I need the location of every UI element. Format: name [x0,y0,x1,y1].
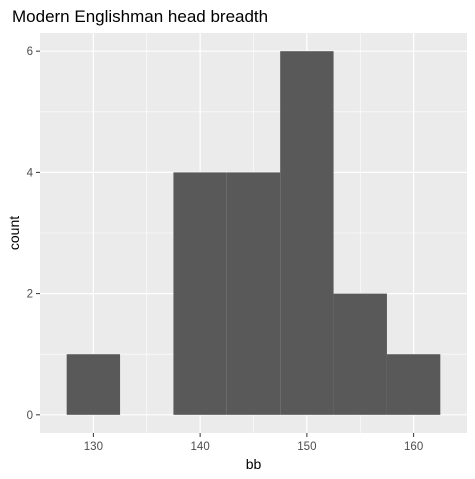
x-axis-title: bb [246,456,262,472]
histogram-bar [226,172,281,415]
chart-title: Modern Englishman head breadth [12,7,268,26]
histogram-bar [173,172,227,415]
x-tick-label: 130 [84,441,103,453]
x-tick-label: 160 [404,441,423,453]
x-tick-label: 150 [297,441,316,453]
y-tick-label: 6 [27,46,33,58]
histogram-bar [333,293,387,415]
histogram-bar [386,354,441,415]
histogram-bar [66,354,121,415]
histogram-bar [280,51,334,415]
y-tick-label: 2 [27,289,33,301]
x-tick-label: 140 [191,441,210,453]
histogram-bars [66,51,441,415]
x-axis: 130 140 150 160 [84,433,423,453]
y-axis: 0 2 4 6 [27,46,40,422]
y-tick-label: 4 [27,167,34,179]
y-tick-label: 0 [27,410,33,422]
y-axis-title: count [6,216,22,250]
